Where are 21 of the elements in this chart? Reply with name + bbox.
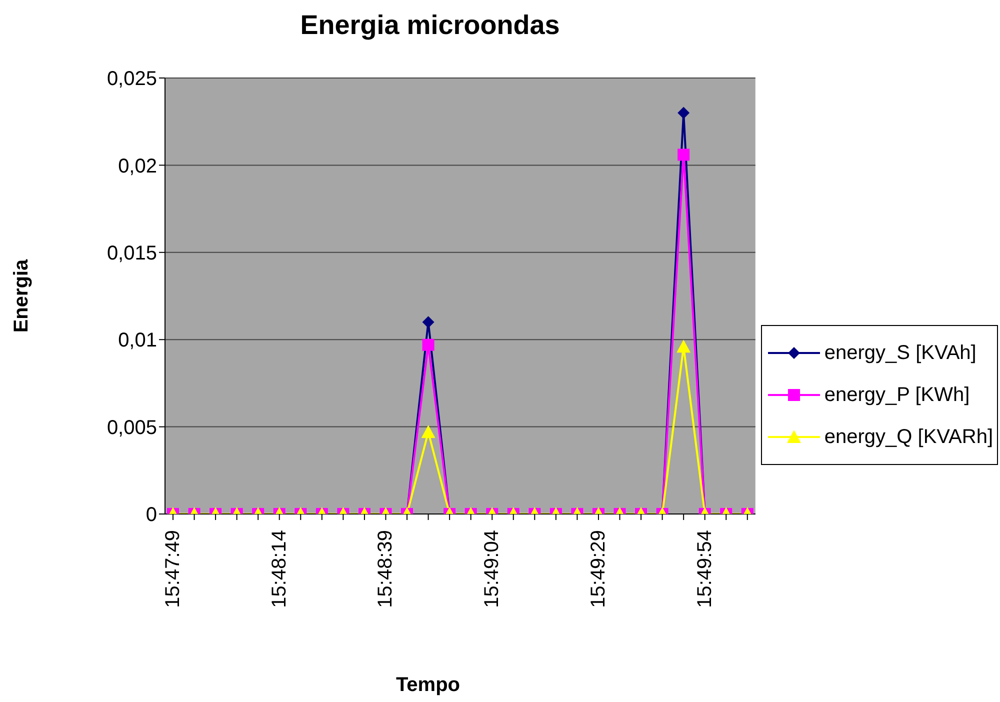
y-tick-label: 0,02: [118, 155, 157, 178]
y-tick-label: 0,01: [118, 330, 157, 352]
x-tick-label: 15:47:49: [162, 530, 184, 608]
x-tick-label: 15:49:54: [694, 530, 716, 608]
legend-label: energy_Q [KVARh]: [824, 426, 993, 448]
x-tick-label: 15:48:14: [268, 530, 290, 608]
y-tick-label: 0: [146, 504, 157, 526]
point: [678, 106, 690, 119]
chart-title: Energia microondas: [299, 10, 561, 41]
y-tick-label: 0,025: [106, 68, 157, 90]
y-axis-title: Energia: [10, 259, 34, 333]
x-tick-label: 15:49:04: [481, 530, 504, 608]
x-tick-label: 15:48:39: [374, 530, 397, 608]
legend-label: energy_S [KVAh]: [824, 342, 976, 364]
x-axis-title: Tempo: [394, 674, 462, 697]
point: [678, 148, 690, 161]
point: [676, 340, 691, 353]
legend-label: energy_P [KWh]: [824, 384, 970, 406]
x-tick-label: 15:49:29: [587, 530, 610, 608]
y-tick-label: 0,015: [106, 242, 157, 264]
y-tick-label: 0,005: [106, 416, 157, 439]
